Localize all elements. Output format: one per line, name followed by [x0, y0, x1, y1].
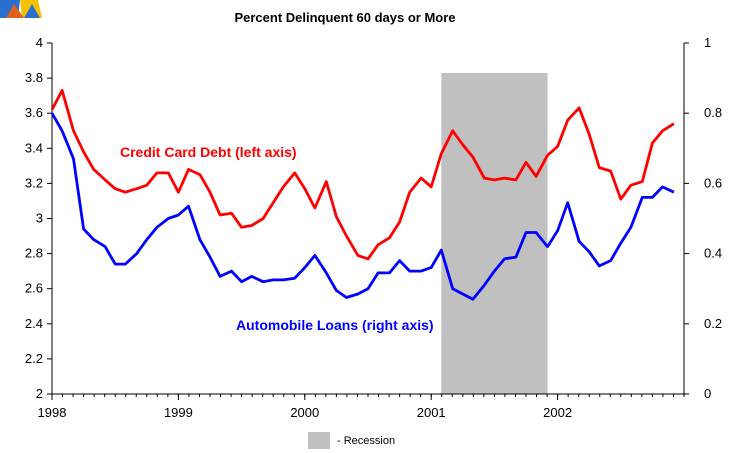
left-tick-label: 4 — [36, 35, 43, 50]
logo-icon — [0, 0, 42, 18]
left-tick-label: 2.8 — [25, 246, 43, 261]
left-tick-label: 2 — [36, 386, 43, 401]
legend-recession-swatch — [308, 432, 330, 449]
right-tick-label: 0.4 — [704, 246, 722, 261]
left-tick-label: 2.4 — [25, 316, 43, 331]
auto-loans-series-label: Automobile Loans (right axis) — [236, 317, 434, 333]
right-tick-label: 0.8 — [704, 105, 722, 120]
x-tick-label: 1998 — [38, 405, 67, 420]
right-tick-label: 0 — [704, 386, 711, 401]
auto-loans-line — [50, 112, 675, 301]
left-tick-label: 3.6 — [25, 105, 43, 120]
left-tick-label: 2.2 — [25, 351, 43, 366]
right-tick-label: 1 — [704, 35, 711, 50]
x-tick-label: 2002 — [543, 405, 572, 420]
left-tick-label: 3.2 — [25, 175, 43, 190]
left-tick-label: 3.8 — [25, 70, 43, 85]
legend: - Recession — [308, 432, 395, 449]
legend-recession-label: - Recession — [337, 435, 395, 447]
left-tick-label: 3 — [36, 211, 43, 226]
right-tick-label: 0.2 — [704, 316, 722, 331]
x-tick-label: 2001 — [417, 405, 446, 420]
chart-title: Percent Delinquent 60 days or More — [234, 10, 455, 25]
left-tick-label: 2.6 — [25, 281, 43, 296]
credit-card-line — [50, 89, 675, 261]
right-tick-label: 0.6 — [704, 175, 722, 190]
x-tick-label: 1999 — [164, 405, 193, 420]
left-tick-label: 3.4 — [25, 140, 43, 155]
credit-card-series-label: Credit Card Debt (left axis) — [120, 144, 297, 160]
x-tick-label: 2000 — [290, 405, 319, 420]
